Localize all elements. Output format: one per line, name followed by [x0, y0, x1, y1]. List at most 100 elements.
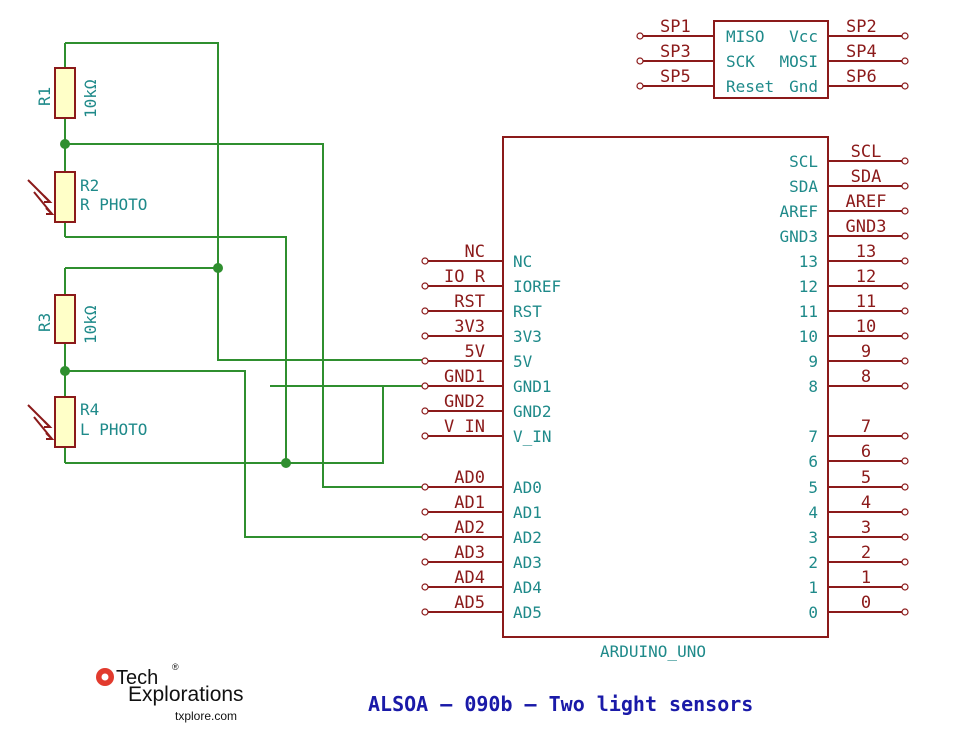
- icsp-pin-label-right: MOSI: [779, 52, 818, 71]
- arduino-pin-label-left: GND1: [513, 377, 552, 396]
- arduino-net-right: 4: [861, 493, 871, 513]
- r1-ref: R1: [35, 87, 54, 106]
- logo-line2: Explorations: [128, 683, 244, 706]
- arduino-net-right: 12: [856, 267, 876, 287]
- arduino-pin-label-right: 5: [808, 478, 818, 497]
- arduino-pin-label-right: 1: [808, 578, 818, 597]
- r1-value: 10kΩ: [81, 79, 100, 118]
- arduino-pin-label-left: AD3: [513, 553, 542, 572]
- arduino-net-left: AD4: [454, 568, 485, 588]
- arduino-net-right: 13: [856, 242, 876, 262]
- icsp-net-left: SP5: [660, 67, 691, 87]
- arduino-pin-label-right: 0: [808, 603, 818, 622]
- logo-url: txplore.com: [175, 709, 237, 723]
- wire-r2-gnd: [65, 236, 287, 463]
- photoresistor-r4: R4 L PHOTO: [27, 396, 147, 448]
- arduino-pin-label-left: AD5: [513, 603, 542, 622]
- arduino-net-right: 2: [861, 543, 871, 563]
- arduino-pin-label-right: AREF: [779, 202, 818, 221]
- light-arrows-icon: [27, 404, 53, 440]
- arduino-net-right: 8: [861, 367, 871, 387]
- r4-value: L PHOTO: [80, 420, 147, 439]
- arduino-pin-label-left: NC: [513, 252, 532, 271]
- arduino-net-right: 10: [856, 317, 876, 337]
- r2-ref: R2: [80, 176, 99, 195]
- icsp-pin-label-left: Reset: [726, 77, 774, 96]
- arduino-pin-label-right: 13: [799, 252, 818, 271]
- resistor-r3: R3 10kΩ: [35, 294, 100, 344]
- arduino-pin-label-left: AD1: [513, 503, 542, 522]
- arduino-pin-label-right: SDA: [789, 177, 818, 196]
- arduino-net-left: GND2: [444, 392, 485, 412]
- arduino-pin-label-right: 9: [808, 352, 818, 371]
- arduino-net-right: GND3: [846, 217, 887, 237]
- arduino-pin-label-left: V_IN: [513, 427, 552, 446]
- icsp-net-left: SP3: [660, 42, 691, 62]
- r3-ref: R3: [35, 313, 54, 332]
- r4-ref: R4: [80, 400, 99, 419]
- arduino-pin-label-right: GND3: [779, 227, 818, 246]
- photoresistor-r2: R2 R PHOTO: [27, 171, 147, 223]
- arduino-pin-label-left: AD0: [513, 478, 542, 497]
- arduino-pin-label-left: AD4: [513, 578, 542, 597]
- r3-value: 10kΩ: [81, 305, 100, 344]
- arduino-net-right: 9: [861, 342, 871, 362]
- arduino-net-right: 6: [861, 442, 871, 462]
- arduino-net-right: 3: [861, 518, 871, 538]
- icsp-net-right: SP4: [846, 42, 877, 62]
- arduino-net-right: 1: [861, 568, 871, 588]
- wire-ad2: [65, 370, 425, 538]
- icsp-pin-label-left: SCK: [726, 52, 755, 71]
- wire-ad0: [65, 143, 425, 488]
- arduino-net-right: SCL: [851, 142, 882, 162]
- icsp-header: SP1 MISO SP3 SCK SP5 Reset SP2 Vcc SP4 MOSI SP6 Gnd: [636, 17, 909, 99]
- arduino-pin-label-left: GND2: [513, 402, 552, 421]
- icsp-pin-label-right: Vcc: [789, 27, 818, 46]
- arduino-net-left: AD3: [454, 543, 485, 563]
- arduino-pin-label-left: IOREF: [513, 277, 561, 296]
- arduino-net-left: AD2: [454, 518, 485, 538]
- arduino-pin-label-left: AD2: [513, 528, 542, 547]
- tech-explorations-logo: Tech ® Explorations txplore.com: [96, 662, 244, 723]
- arduino-pin-label-right: 12: [799, 277, 818, 296]
- arduino-net-right: 5: [861, 468, 871, 488]
- arduino-net-right: 0: [861, 593, 871, 613]
- arduino-net-left: AD1: [454, 493, 485, 513]
- arduino-net-right: 7: [861, 417, 871, 437]
- arduino-pin-label-right: 6: [808, 452, 818, 471]
- arduino-net-left: 5V: [465, 342, 485, 362]
- resistor-r1: R1 10kΩ: [35, 67, 100, 119]
- arduino-net-right: AREF: [846, 192, 887, 212]
- icsp-net-left: SP1: [660, 17, 691, 37]
- arduino-pin-label-right: 10: [799, 327, 818, 346]
- icsp-pin-label-right: Gnd: [789, 77, 818, 96]
- arduino-pin-label-left: 3V3: [513, 327, 542, 346]
- arduino-pin-label-right: 2: [808, 553, 818, 572]
- arduino-pin-label-right: 7: [808, 427, 818, 446]
- icsp-pin-label-left: MISO: [726, 27, 765, 46]
- arduino-net-left: RST: [454, 292, 485, 312]
- arduino-uno: NC NC IO_R IOREF RST RST 3V3 3V3 5V 5V GND1 GND1 GND…: [421, 136, 909, 661]
- arduino-net-right: SDA: [851, 167, 882, 187]
- arduino-pin-label-right: 8: [808, 377, 818, 396]
- light-arrows-icon: [27, 179, 53, 215]
- arduino-net-left: V_IN: [444, 417, 485, 437]
- arduino-net-left: 3V3: [454, 317, 485, 337]
- arduino-pin-label-right: 4: [808, 503, 818, 522]
- logo-line1: Tech: [116, 667, 158, 689]
- page-title: ALSOA – 090b – Two light sensors: [368, 692, 753, 716]
- arduino-net-left: NC: [465, 242, 485, 262]
- r2-value: R PHOTO: [80, 195, 147, 214]
- icsp-net-right: SP2: [846, 17, 877, 37]
- icsp-net-right: SP6: [846, 67, 877, 87]
- arduino-pin-label-right: SCL: [789, 152, 818, 171]
- arduino-net-left: GND1: [444, 367, 485, 387]
- arduino-net-left: AD0: [454, 468, 485, 488]
- logo-mark: ®: [172, 662, 179, 672]
- arduino-pin-label-right: 11: [799, 302, 818, 321]
- arduino-pin-label-left: RST: [513, 302, 542, 321]
- arduino-net-left: AD5: [454, 593, 485, 613]
- wire-5v: [65, 42, 425, 361]
- arduino-net-right: 11: [856, 292, 876, 312]
